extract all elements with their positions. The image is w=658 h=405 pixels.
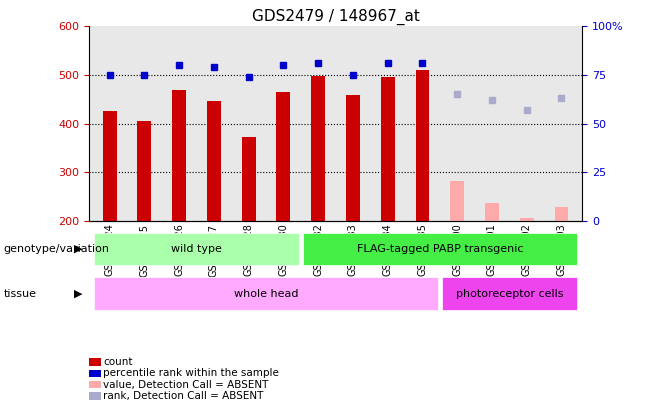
Text: count: count [103,357,133,367]
Text: ▶: ▶ [74,289,82,298]
Bar [241,137,256,221]
Bar [555,207,569,221]
Text: percentile rank within the sample: percentile rank within the sample [103,369,279,378]
Bar [520,218,534,221]
Bar [172,90,186,221]
Text: whole head: whole head [234,289,298,298]
Text: genotype/variation: genotype/variation [3,244,109,254]
Bar [442,277,577,310]
Text: ▶: ▶ [74,244,82,254]
Text: value, Detection Call = ABSENT: value, Detection Call = ABSENT [103,380,268,390]
Text: tissue: tissue [3,289,36,298]
Bar [94,277,438,310]
Bar [138,121,151,221]
Bar [311,76,325,221]
Bar [415,70,430,221]
Bar [303,233,577,265]
Bar [346,95,360,221]
Bar [381,77,395,221]
Bar [207,101,221,221]
Text: FLAG-tagged PABP transgenic: FLAG-tagged PABP transgenic [357,244,523,254]
Text: wild type: wild type [171,244,222,254]
Title: GDS2479 / 148967_at: GDS2479 / 148967_at [251,9,420,25]
Bar [94,233,299,265]
Text: photoreceptor cells: photoreceptor cells [455,289,563,298]
Bar [276,92,290,221]
Bar [485,203,499,221]
Bar [103,111,116,221]
Bar [450,181,464,221]
Text: rank, Detection Call = ABSENT: rank, Detection Call = ABSENT [103,391,264,401]
